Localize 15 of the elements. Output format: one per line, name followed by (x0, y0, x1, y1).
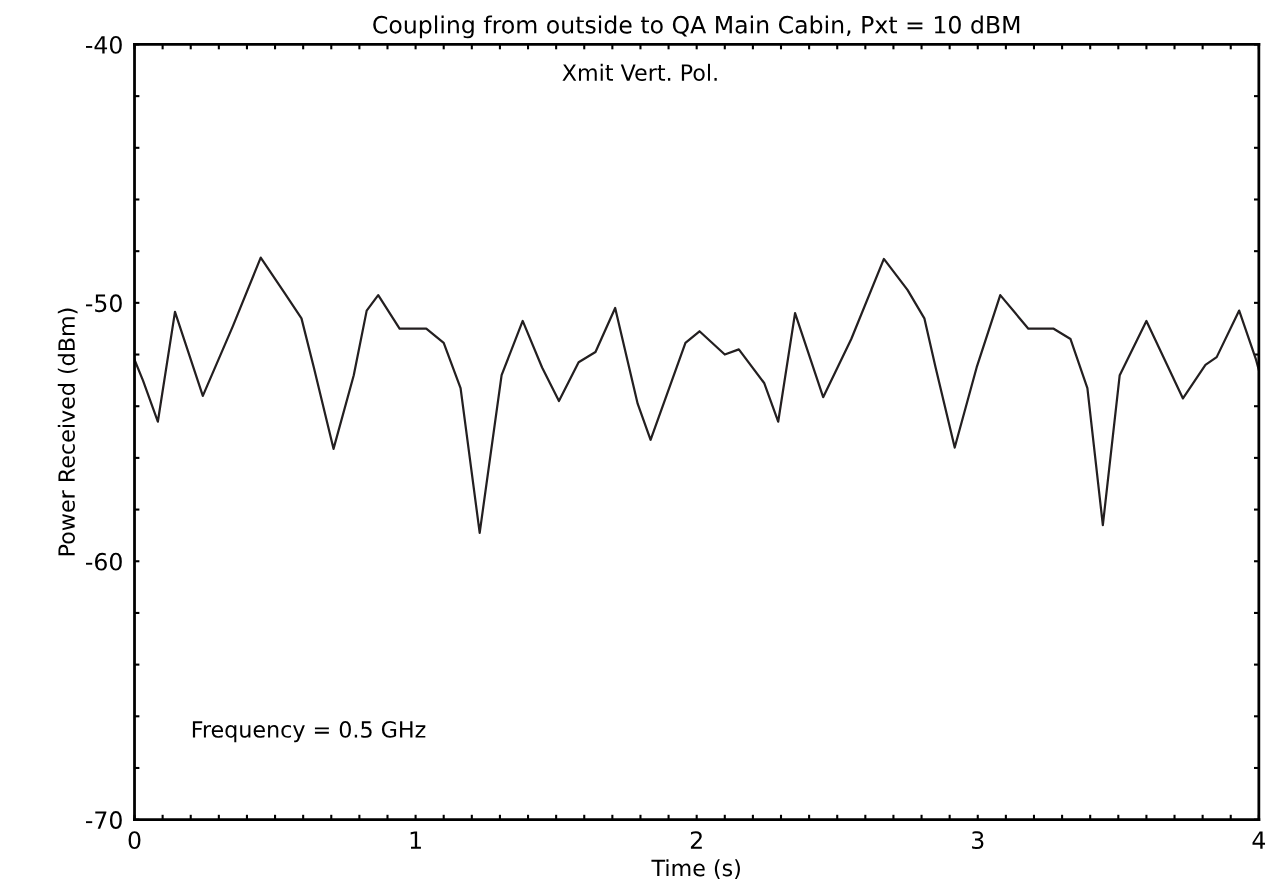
x-axis-title: Time (s) (651, 859, 740, 879)
annotation: Xmit Vert. Pol. (562, 63, 717, 82)
x-tick-label: 1 (410, 831, 421, 849)
y-tick-label: -50 (85, 294, 122, 313)
chart-title: Coupling from outside to QA Main Cabin, Pxt = 10 dBM (373, 15, 1020, 39)
x-tick-label: 3 (972, 831, 984, 850)
annotation: Frequency = 0.5 GHz (192, 721, 426, 743)
x-tick-label: 0 (128, 831, 141, 850)
x-tick-label: 2 (690, 831, 702, 849)
line-series (134, 256, 1259, 534)
y-tick-label: -40 (85, 35, 122, 54)
y-tick-label: -60 (85, 552, 122, 571)
y-axis-title: Power Received (dBm) (57, 308, 78, 556)
y-tick-label: -70 (85, 811, 122, 829)
x-tick-label: 4 (1252, 831, 1266, 849)
